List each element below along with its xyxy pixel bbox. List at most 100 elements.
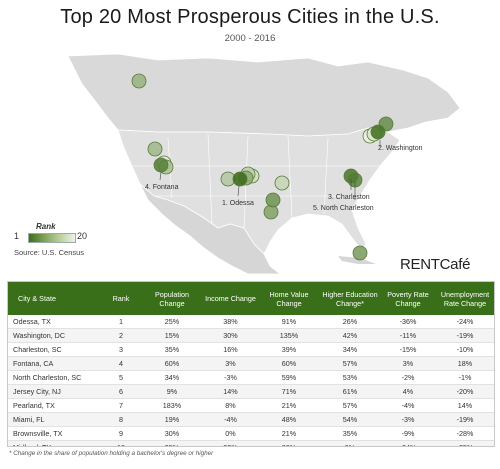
- city-marker[interactable]: [232, 171, 248, 187]
- table-cell: Washington, DC: [8, 328, 101, 343]
- table-cell: 5: [101, 370, 141, 385]
- table-cell: -4%: [380, 398, 436, 413]
- table-cell: 0%: [203, 426, 258, 441]
- table-cell: 61%: [320, 384, 380, 399]
- table-row: Pearland, TX 7 183% 8% 21% 57% -4% 14%: [8, 398, 494, 413]
- table-cell: 3%: [203, 356, 258, 371]
- source-note: Source: U.S. Census: [14, 248, 85, 257]
- table-cell: Midland, TX: [8, 440, 101, 446]
- table-body: Odessa, TX 1 25% 38% 91% 26% -36% -24% Washingto…: [8, 315, 494, 446]
- city-marker[interactable]: [274, 175, 290, 191]
- table-row: Odessa, TX 1 25% 38% 91% 26% -36% -24%: [8, 315, 494, 329]
- table-cell: 59%: [258, 370, 320, 385]
- map-label-fontana: 4. Fontana: [145, 184, 179, 191]
- city-marker[interactable]: [352, 245, 368, 261]
- brand-logo: RENTCafé: [400, 256, 471, 273]
- table-cell: 42%: [320, 328, 380, 343]
- legend-gradient: [28, 233, 76, 243]
- table-row: North Charleston, SC 5 34% -3% 59% 53% -2% -1%: [8, 370, 494, 385]
- table-cell: 35%: [141, 440, 203, 446]
- table-cell: 14%: [203, 384, 258, 399]
- chart-title: Top 20 Most Prosperous Cities in the U.S…: [60, 6, 440, 28]
- table-cell: 14%: [436, 398, 494, 413]
- table-cell: 30%: [203, 328, 258, 343]
- table-cell: 7: [101, 398, 141, 413]
- us-map[interactable]: 2. Washington 4. Fontana 1. Odessa 3. Ch…: [8, 48, 492, 274]
- map-markers: [131, 73, 394, 261]
- table-cell: 34%: [320, 342, 380, 357]
- header-poverty-rate-change[interactable]: Poverty Rate Change: [387, 289, 429, 308]
- table-cell: -34%: [380, 440, 436, 446]
- table-cell: Odessa, TX: [8, 315, 101, 329]
- city-marker[interactable]: [370, 124, 386, 140]
- table-cell: 16%: [203, 342, 258, 357]
- table-cell: 30%: [141, 426, 203, 441]
- table-cell: -3%: [380, 412, 436, 427]
- city-marker[interactable]: [153, 157, 169, 173]
- table-cell: 0%: [320, 440, 380, 446]
- table-cell: 1: [101, 315, 141, 329]
- table-cell: -20%: [436, 384, 494, 399]
- table-cell: -19%: [436, 412, 494, 427]
- callout-lines: [159, 140, 381, 200]
- header-higher-education-change[interactable]: Higher Education Change*: [322, 289, 378, 308]
- table-cell: -3%: [203, 370, 258, 385]
- table-cell: -10%: [436, 342, 494, 357]
- table-cell: Miami, FL: [8, 412, 101, 427]
- table-cell: 135%: [258, 328, 320, 343]
- table-cell: 60%: [141, 356, 203, 371]
- table-cell: 71%: [258, 384, 320, 399]
- table-cell: 26%: [320, 315, 380, 329]
- table-cell: 21%: [258, 398, 320, 413]
- legend-max-label: 20: [77, 231, 88, 241]
- table-cell: 35%: [141, 342, 203, 357]
- land-cuba: [338, 256, 376, 264]
- table-cell: 57%: [320, 356, 380, 371]
- table-cell: -4%: [203, 412, 258, 427]
- header-unemployment-rate-change[interactable]: Unemployment Rate Change: [440, 289, 490, 308]
- table-cell: 25%: [141, 315, 203, 329]
- city-marker[interactable]: [147, 141, 163, 157]
- table-cell: 9: [101, 426, 141, 441]
- table-cell: 82%: [258, 440, 320, 446]
- table-cell: 30%: [203, 440, 258, 446]
- city-marker[interactable]: [131, 73, 147, 89]
- table-cell: 60%: [258, 356, 320, 371]
- chart-subtitle: 2000 - 2016: [224, 33, 276, 44]
- table-cell: 57%: [320, 398, 380, 413]
- map-label-charleston: 3. Charleston: [328, 194, 370, 201]
- header-income-change[interactable]: Income Change: [205, 294, 256, 303]
- table-cell: 34%: [141, 370, 203, 385]
- table-cell: Charleston, SC: [8, 342, 101, 357]
- table-cell: 4: [101, 356, 141, 371]
- table-cell: 4%: [380, 384, 436, 399]
- table-cell: 53%: [320, 370, 380, 385]
- table-cell: -1%: [436, 370, 494, 385]
- table-cell: Jersey City, NJ: [8, 384, 101, 399]
- map-label-washington: 2. Washington: [378, 145, 423, 152]
- table-row: Miami, FL 8 19% -4% 48% 54% -3% -19%: [8, 412, 494, 427]
- table-cell: 3: [101, 342, 141, 357]
- table-cell: 19%: [141, 412, 203, 427]
- table-row: Jersey City, NJ 6 9% 14% 71% 61% 4% -20%: [8, 384, 494, 399]
- header-city[interactable]: City & State: [18, 294, 56, 303]
- land-mexico: [139, 183, 281, 274]
- city-marker[interactable]: [265, 192, 281, 208]
- table-cell: 2: [101, 328, 141, 343]
- table-cell: 21%: [258, 426, 320, 441]
- table-cell: Brownsville, TX: [8, 426, 101, 441]
- table-cell: 8%: [203, 398, 258, 413]
- map-svg: 2. Washington 4. Fontana 1. Odessa 3. Ch…: [8, 48, 492, 274]
- legend-min-label: 1: [14, 231, 20, 241]
- table-header-row: City & State Rank Population Change Inco…: [8, 282, 494, 315]
- header-rank[interactable]: Rank: [112, 294, 130, 303]
- data-table: City & State Rank Population Change Inco…: [7, 281, 495, 447]
- table-row: Fontana, CA 4 60% 3% 60% 57% 3% 18%: [8, 356, 494, 371]
- table-cell: 3%: [380, 356, 436, 371]
- header-home-value-change[interactable]: Home Value Change: [269, 289, 309, 308]
- table-cell: -24%: [436, 315, 494, 329]
- table-cell: 91%: [258, 315, 320, 329]
- table-cell: -9%: [380, 426, 436, 441]
- table-cell: 48%: [258, 412, 320, 427]
- header-population-change[interactable]: Population Change: [155, 289, 189, 308]
